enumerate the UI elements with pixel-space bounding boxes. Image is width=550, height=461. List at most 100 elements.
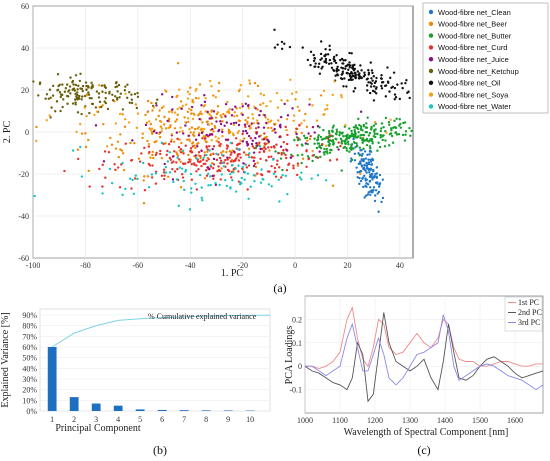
panel-a-point-5 bbox=[106, 107, 110, 111]
panel-a-point-3 bbox=[189, 150, 192, 153]
panel-a-point-2 bbox=[381, 138, 384, 142]
panel-a-point-1 bbox=[231, 149, 234, 152]
panel-a-point-1 bbox=[174, 120, 177, 123]
panel-a-point-6 bbox=[334, 74, 337, 77]
panel-a-point-3 bbox=[163, 177, 166, 181]
panel-a-point-8 bbox=[194, 182, 197, 185]
panel-a-point-3 bbox=[104, 176, 107, 179]
panel-a-point-8 bbox=[209, 183, 212, 187]
panel-a-point-3 bbox=[140, 152, 143, 155]
panel-a-point-6 bbox=[391, 85, 394, 88]
panel-a-point-2 bbox=[346, 140, 350, 143]
panel-a-point-4 bbox=[210, 133, 214, 136]
panel-b-caption: (b) bbox=[153, 443, 167, 457]
panel-a-point-6 bbox=[374, 87, 378, 91]
panel-b-xtick-label: 2 bbox=[72, 415, 76, 424]
panel-a-point-0 bbox=[370, 163, 374, 166]
panel-a-point-2 bbox=[319, 146, 323, 150]
panel-a-point-3 bbox=[187, 161, 190, 164]
panel-a-point-8 bbox=[241, 165, 244, 169]
panel-a-point-1 bbox=[151, 150, 155, 154]
panel-a-point-6 bbox=[288, 45, 292, 49]
panel-a-point-1 bbox=[200, 112, 203, 116]
panel-a-point-3 bbox=[177, 145, 181, 149]
panel-a-legend-label: Wood-fibre net_Curd bbox=[438, 43, 507, 52]
panel-a-point-1 bbox=[319, 94, 323, 97]
panel-a-point-1 bbox=[225, 150, 228, 154]
panel-a-point-4 bbox=[252, 164, 256, 168]
panel-a-point-3 bbox=[76, 157, 80, 161]
panel-a-point-3 bbox=[116, 166, 120, 169]
panel-a-point-8 bbox=[188, 208, 192, 211]
panel-a-point-6 bbox=[373, 85, 376, 88]
panel-a-point-3 bbox=[201, 158, 205, 162]
panel-a-point-0 bbox=[361, 176, 365, 179]
panel-a-point-6 bbox=[335, 70, 338, 73]
panel-a-point-2 bbox=[357, 117, 360, 121]
panel-a-point-2 bbox=[301, 153, 304, 157]
panel-a-point-3 bbox=[138, 160, 142, 163]
panel-a-point-7 bbox=[197, 125, 200, 129]
panel-a-point-2 bbox=[359, 134, 362, 137]
panel-a-point-2 bbox=[361, 141, 364, 144]
panel-a-point-5 bbox=[104, 91, 107, 94]
panel-a-point-2 bbox=[348, 150, 351, 153]
panel-a-point-2 bbox=[360, 127, 363, 130]
panel-a-point-8 bbox=[270, 185, 273, 188]
panel-a-point-6 bbox=[401, 86, 404, 90]
panel-a-point-5 bbox=[56, 89, 59, 92]
panel-a-point-4 bbox=[194, 138, 198, 141]
panel-a-point-1 bbox=[216, 105, 220, 108]
panel-a-point-3 bbox=[219, 142, 222, 146]
panel-a-point-5 bbox=[49, 96, 52, 99]
panel-a-point-4 bbox=[205, 133, 208, 137]
panel-a-point-2 bbox=[345, 149, 349, 152]
panel-a-point-5 bbox=[67, 95, 70, 98]
panel-a-point-0 bbox=[357, 152, 360, 155]
panel-a-point-6 bbox=[347, 78, 351, 82]
panel-a-point-7 bbox=[85, 94, 89, 97]
panel-a-point-6 bbox=[314, 62, 317, 65]
panel-a-point-5 bbox=[67, 90, 70, 93]
panel-a-point-2 bbox=[395, 133, 399, 136]
panel-a-point-8 bbox=[180, 167, 184, 170]
panel-a-point-1 bbox=[219, 114, 222, 117]
panel-a-point-1 bbox=[203, 151, 206, 154]
panel-a-point-4 bbox=[203, 94, 206, 97]
panel-a-point-6 bbox=[380, 84, 383, 88]
panel-a-point-7 bbox=[215, 139, 218, 143]
panel-a-point-8 bbox=[234, 190, 238, 193]
panel-a-point-3 bbox=[335, 158, 339, 161]
panel-a-point-4 bbox=[224, 138, 228, 141]
panel-a-point-2 bbox=[362, 133, 366, 137]
panel-a-point-3 bbox=[280, 153, 283, 156]
panel-a-point-3 bbox=[237, 170, 240, 173]
panel-a-point-3 bbox=[218, 169, 222, 173]
panel-a-point-8 bbox=[218, 183, 221, 187]
panel-c-xtick-label: 1300 bbox=[402, 416, 418, 425]
panel-a-point-1 bbox=[305, 139, 309, 142]
panel-a-point-4 bbox=[206, 166, 209, 169]
panel-a-point-8 bbox=[182, 179, 185, 183]
panel-a-point-5 bbox=[83, 94, 87, 98]
panel-a-point-8 bbox=[166, 160, 170, 163]
panel-a-point-8 bbox=[249, 185, 252, 188]
panel-a-point-8 bbox=[205, 153, 208, 157]
panel-a-point-6 bbox=[373, 90, 376, 93]
panel-a-point-2 bbox=[362, 147, 365, 151]
panel-a-point-7 bbox=[160, 127, 164, 130]
panel-a-point-6 bbox=[388, 90, 391, 93]
panel-a-point-4 bbox=[316, 125, 320, 128]
panel-a-point-4 bbox=[252, 159, 255, 163]
panel-a-point-8 bbox=[209, 164, 212, 167]
panel-a-point-7 bbox=[173, 111, 177, 114]
panel-a-point-2 bbox=[378, 145, 382, 149]
panel-a-point-2 bbox=[335, 128, 338, 131]
panel-c-xtick-label: 1400 bbox=[437, 416, 453, 425]
panel-a-point-3 bbox=[219, 159, 223, 162]
panel-a-point-3 bbox=[339, 144, 342, 148]
panel-a-point-6 bbox=[370, 82, 373, 85]
panel-a-point-7 bbox=[239, 84, 243, 87]
panel-a-point-7 bbox=[285, 118, 289, 121]
panel-a-point-2 bbox=[354, 124, 358, 127]
